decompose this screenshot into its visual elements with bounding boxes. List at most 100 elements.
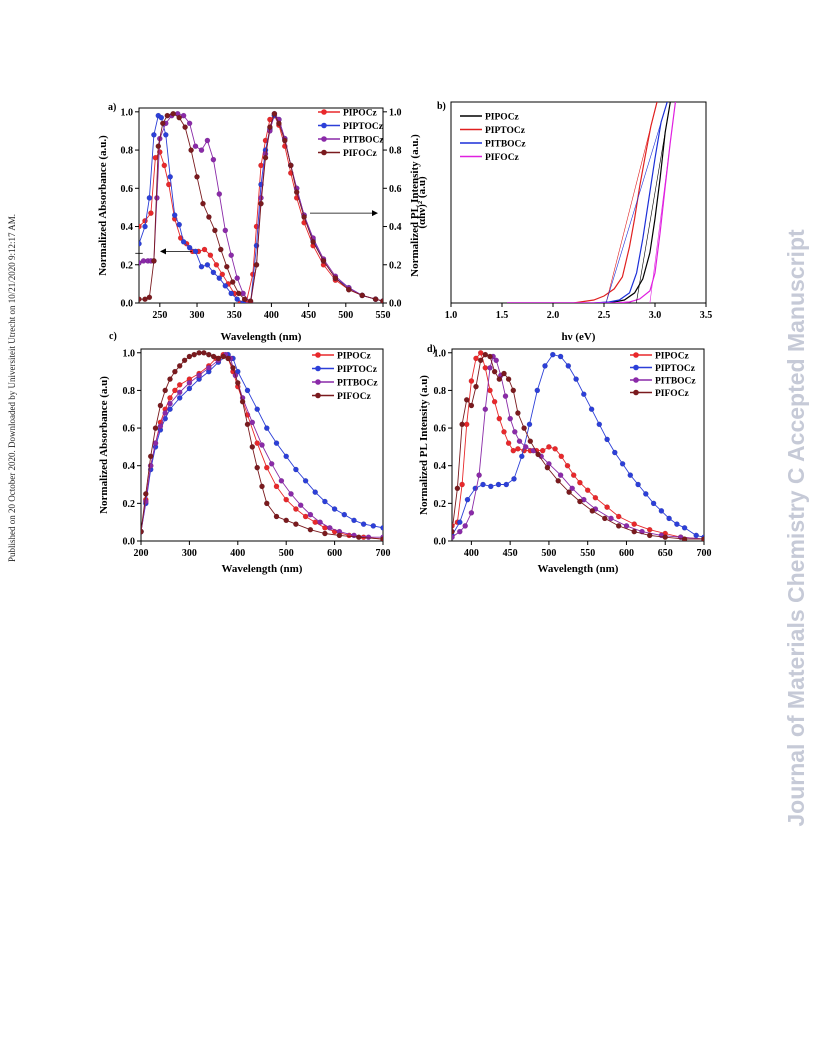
data-point-piptocz xyxy=(526,421,533,428)
y-tick-label-a: 0.4 xyxy=(121,222,134,233)
data-point-piptocz xyxy=(228,290,234,297)
data-point-pifocz xyxy=(662,534,669,541)
data-point-pifocz xyxy=(589,508,596,514)
data-point-pipocz xyxy=(515,445,521,452)
y-tick-label-d: 0.6 xyxy=(434,424,447,435)
data-point-pipocz xyxy=(293,506,299,512)
x-axis-label-c: Wavelength (nm) xyxy=(222,563,303,575)
data-point-pitbocz xyxy=(180,112,187,119)
panel-label-c: c) xyxy=(109,331,117,342)
data-point-pitbocz xyxy=(608,515,614,522)
data-point-piptocz xyxy=(222,282,229,289)
data-point-piptocz xyxy=(263,425,270,431)
data-point-piptocz xyxy=(146,195,153,201)
data-point-piptocz xyxy=(511,476,517,482)
legend-label-pipocz: PIPOCz xyxy=(343,109,378,119)
data-point-piptocz xyxy=(495,481,502,488)
data-point-pitbocz xyxy=(205,364,212,371)
data-point-piptocz xyxy=(351,517,357,524)
data-point-piptocz xyxy=(487,483,494,490)
data-point-pifocz xyxy=(544,464,551,471)
data-point-pifocz xyxy=(258,200,264,207)
y-tick-label-c: 0.2 xyxy=(123,499,136,510)
data-point-pitbocz xyxy=(507,415,514,422)
data-point-piptocz xyxy=(650,500,657,507)
data-point-pipocz xyxy=(172,387,178,394)
legend-label-pitbocz: PITBOCz xyxy=(337,379,378,389)
data-point-pipocz xyxy=(263,464,270,471)
data-point-pitbocz xyxy=(204,137,211,144)
x-tick-label-c: 700 xyxy=(376,548,391,559)
data-point-pipocz xyxy=(142,217,148,224)
data-point-pifocz xyxy=(701,536,704,541)
data-point-pifocz xyxy=(477,357,484,364)
data-point-pipocz xyxy=(152,154,159,161)
legend-label-pifocz: PIFOCz xyxy=(485,153,520,163)
data-point-piptocz xyxy=(139,240,142,247)
data-point-pifocz xyxy=(505,376,512,382)
data-point-piptocz xyxy=(370,523,377,529)
x-tick-label-a: 300 xyxy=(190,310,205,321)
data-point-piptocz xyxy=(162,131,169,138)
data-point-pifocz xyxy=(188,147,194,153)
data-point-piptocz xyxy=(151,131,157,138)
data-point-pifocz xyxy=(254,464,261,471)
data-point-pifocz xyxy=(320,258,327,264)
data-point-pifocz xyxy=(235,290,242,297)
series-line-piptocz xyxy=(507,102,658,303)
x-tick-label-d: 450 xyxy=(503,548,518,559)
data-point-pifocz xyxy=(555,477,562,484)
data-point-pifocz xyxy=(566,489,572,495)
data-point-piptocz xyxy=(210,269,217,276)
data-point-pipocz xyxy=(564,462,571,469)
data-point-pipocz xyxy=(148,210,154,216)
data-point-piptocz xyxy=(293,466,299,473)
data-point-pifocz xyxy=(515,410,521,416)
data-point-pitbocz xyxy=(139,260,142,266)
data-point-pitbocz xyxy=(259,442,265,448)
panel-b-chart: 1.0 1.5 2.0 2.5 3.0 3.5 hν (eV) (αhν)² (a.u) b) P… xyxy=(416,101,712,343)
legend-label-pifocz: PIFOCz xyxy=(337,392,372,402)
data-point-pipocz xyxy=(452,523,455,529)
data-point-piptocz xyxy=(176,395,183,401)
data-point-pipocz xyxy=(473,355,479,362)
data-point-pifocz xyxy=(332,275,339,281)
x-tick-label-d: 700 xyxy=(697,548,712,559)
data-point-pitbocz xyxy=(502,393,509,399)
data-point-piptocz xyxy=(283,453,290,460)
data-point-pifocz xyxy=(310,238,316,245)
data-point-piptocz xyxy=(234,296,240,303)
data-point-pifocz xyxy=(646,532,653,539)
x-tick-label-d: 650 xyxy=(658,548,673,559)
legend-label-pipocz: PIPOCz xyxy=(485,113,520,123)
data-point-pitbocz xyxy=(468,509,475,516)
plot-area-c xyxy=(141,349,383,541)
data-point-pifocz xyxy=(191,351,197,358)
data-point-pifocz xyxy=(249,444,256,450)
legend-marker-piptocz xyxy=(633,364,639,371)
data-point-piptocz xyxy=(244,387,251,394)
data-point-pitbocz xyxy=(365,534,372,541)
data-point-pifocz xyxy=(244,421,251,428)
data-point-pifocz xyxy=(293,521,299,527)
data-point-pipocz xyxy=(161,162,168,169)
y-axis-label-b: (αhν)² (a.u) xyxy=(416,176,428,229)
data-point-piptocz xyxy=(635,481,641,488)
tangent-line-pipocz xyxy=(636,102,671,303)
data-point-pipocz xyxy=(167,395,173,401)
data-point-pifocz xyxy=(459,421,465,428)
y-axis-label-a: Normalized Absorbance (a.u.) xyxy=(97,135,109,276)
arrow-left-head xyxy=(160,248,166,255)
data-point-pitbocz xyxy=(452,534,455,540)
data-point-pipocz xyxy=(491,398,498,405)
data-point-pifocz xyxy=(220,353,227,360)
data-point-piptocz xyxy=(167,173,173,180)
data-point-piptocz xyxy=(542,363,548,369)
data-point-piptocz xyxy=(581,391,587,398)
x-axis-label-d: Wavelength (nm) xyxy=(538,563,619,575)
y-tick-label-a: 0.0 xyxy=(121,299,134,310)
data-point-piptocz xyxy=(234,368,241,375)
data-point-pifocz xyxy=(454,485,461,492)
data-point-pitbocz xyxy=(186,120,193,127)
